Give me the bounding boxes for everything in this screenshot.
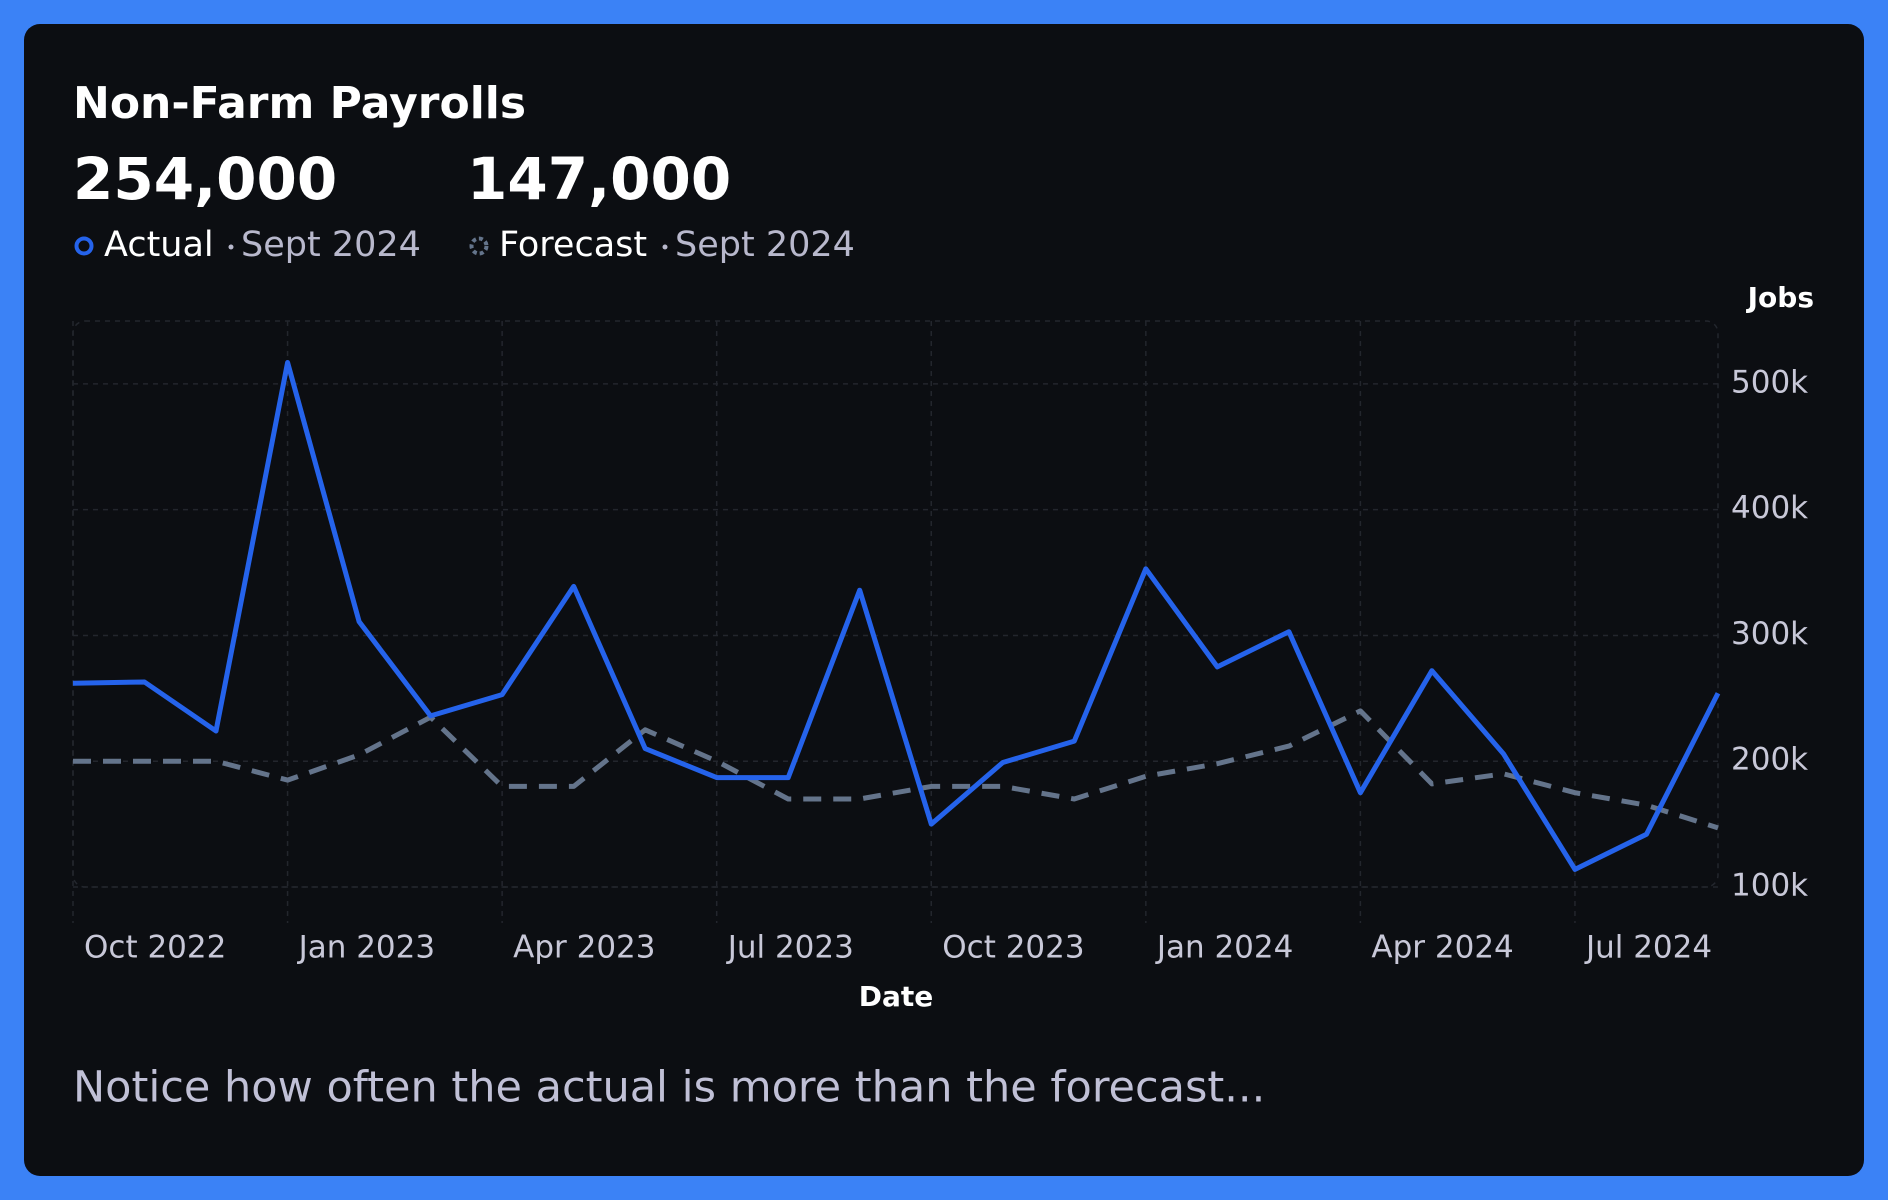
forecast-legend-icon [469,236,489,256]
forecast-period: Sept 2024 [675,225,855,265]
x-tick-label: Jul 2023 [726,930,854,966]
x-tick-label: Apr 2023 [513,930,655,966]
y-tick-label: 300k [1731,616,1808,652]
forecast-line [73,708,1719,831]
x-tick-label: Jul 2024 [1584,930,1712,966]
x-tick-label: Oct 2022 [84,930,226,966]
actual-headline: 254,000 [73,145,337,213]
x-tick-label: Apr 2024 [1371,930,1513,966]
x-tick-label: Jan 2024 [1155,930,1294,966]
actual-line [72,360,1721,872]
y-tick-label: 500k [1731,364,1808,400]
card-background [24,24,1864,1176]
y-tick-label: 100k [1731,868,1808,904]
y-tick-label: 200k [1731,742,1808,778]
x-tick-label: Oct 2023 [942,930,1084,966]
note: Notice how often the actual is more than… [73,1063,1265,1113]
forecast-legend-label: Forecast [499,225,647,265]
x-tick-label: Jan 2023 [297,930,436,966]
title: Non-Farm Payrolls [73,78,526,129]
y-tick-label: 400k [1731,490,1808,526]
forecast-headline: 147,000 [467,145,731,213]
actual-legend-label: Actual [104,225,214,265]
actual-legend-icon [74,236,94,256]
x-axis-title: Date [859,980,934,1013]
separator-dot [662,244,668,250]
separator-dot [228,244,234,250]
actual-period: Sept 2024 [241,225,421,265]
y-axis-title: Jobs [1746,281,1814,314]
